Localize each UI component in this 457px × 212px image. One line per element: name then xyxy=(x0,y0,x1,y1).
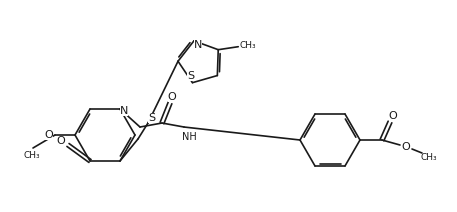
Text: O: O xyxy=(388,111,398,121)
Text: N: N xyxy=(120,106,128,116)
Text: O: O xyxy=(402,142,410,152)
Text: N: N xyxy=(194,40,202,50)
Text: CH₃: CH₃ xyxy=(240,41,256,50)
Text: S: S xyxy=(187,71,194,81)
Text: CH₃: CH₃ xyxy=(24,152,40,160)
Text: O: O xyxy=(168,92,176,102)
Text: O: O xyxy=(57,136,65,146)
Text: CH₃: CH₃ xyxy=(421,153,437,163)
Text: S: S xyxy=(149,113,155,123)
Text: O: O xyxy=(45,130,53,140)
Text: NH: NH xyxy=(181,132,197,142)
